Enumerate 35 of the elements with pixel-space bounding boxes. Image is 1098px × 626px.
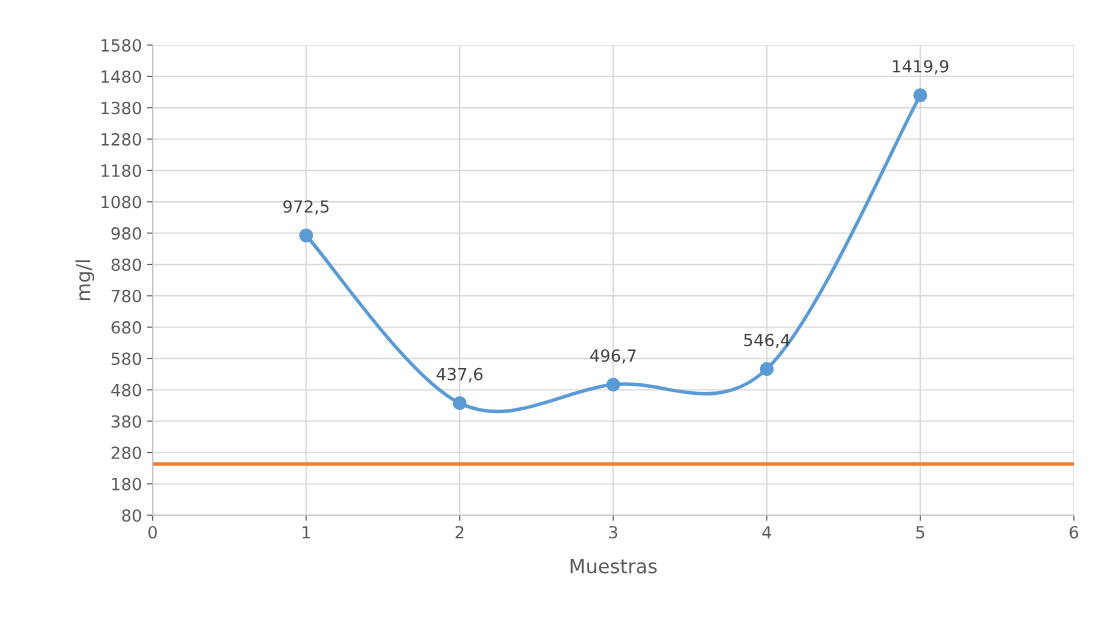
- data-label: 437,6: [436, 367, 483, 383]
- y-tick-label: 1580: [101, 39, 142, 52]
- x-tick-label: 4: [762, 526, 772, 539]
- y-tick-label: 680: [111, 321, 142, 334]
- y-tick-label: 1080: [101, 195, 142, 209]
- y-tick-label: 380: [111, 415, 142, 428]
- x-tick-label: 1: [302, 526, 310, 539]
- x-axis-title: Muestras: [570, 559, 657, 574]
- y-axis-title: mg/l: [75, 260, 95, 300]
- point: [913, 88, 928, 103]
- y-tick-label: 1380: [101, 101, 142, 115]
- y-tick-label: 80: [122, 509, 142, 522]
- y-tick-label: 180: [112, 477, 142, 491]
- y-tick-label: 580: [111, 352, 142, 366]
- y-tick-label: 480: [111, 383, 142, 397]
- data-label: 496,7: [590, 349, 636, 364]
- y-tick-label: 1480: [101, 70, 142, 83]
- data-label: 1419,9: [892, 59, 949, 75]
- y-tick-label: 1180: [101, 164, 142, 178]
- point: [759, 362, 774, 376]
- y-tick-label: 280: [111, 446, 142, 460]
- y-tick-label: 980: [111, 227, 142, 240]
- point: [452, 396, 467, 411]
- x-tick-label: 5: [916, 526, 925, 539]
- point: [606, 377, 621, 392]
- x-tick-label: 6: [1069, 525, 1079, 539]
- y-tick-label: 880: [111, 258, 142, 272]
- y-tick-label: 1280: [101, 133, 142, 146]
- x-tick-label: 2: [455, 525, 464, 539]
- y-tick-label: 780: [111, 289, 142, 303]
- data-label: 972,5: [283, 200, 329, 215]
- x-tick-label: 0: [148, 525, 157, 539]
- data-label: 546,4: [744, 333, 790, 349]
- point: [299, 228, 314, 243]
- x-tick-label: 3: [609, 525, 618, 539]
